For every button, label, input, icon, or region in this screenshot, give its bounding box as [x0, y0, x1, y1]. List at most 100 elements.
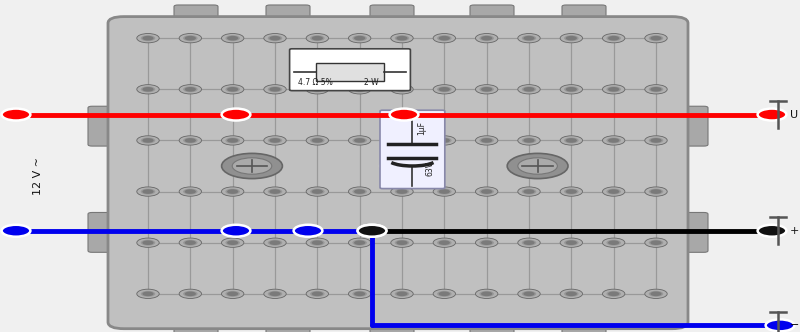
- Circle shape: [179, 238, 202, 247]
- Circle shape: [479, 35, 494, 41]
- Circle shape: [433, 238, 455, 247]
- Circle shape: [142, 87, 154, 92]
- Circle shape: [606, 240, 621, 246]
- Circle shape: [185, 189, 196, 194]
- Circle shape: [141, 240, 155, 246]
- Circle shape: [649, 240, 663, 246]
- Circle shape: [475, 85, 498, 94]
- Circle shape: [141, 35, 155, 41]
- Circle shape: [766, 319, 794, 331]
- Circle shape: [564, 35, 578, 41]
- Circle shape: [433, 34, 455, 43]
- Circle shape: [226, 35, 240, 41]
- Circle shape: [396, 36, 407, 41]
- Circle shape: [310, 291, 325, 297]
- Circle shape: [222, 238, 244, 247]
- Circle shape: [650, 138, 662, 143]
- Circle shape: [270, 138, 281, 143]
- Circle shape: [349, 85, 371, 94]
- Circle shape: [270, 36, 281, 41]
- Circle shape: [602, 34, 625, 43]
- FancyBboxPatch shape: [380, 110, 445, 189]
- Circle shape: [268, 291, 282, 297]
- Circle shape: [179, 289, 202, 298]
- Circle shape: [268, 137, 282, 143]
- Circle shape: [264, 187, 286, 196]
- Circle shape: [268, 35, 282, 41]
- Circle shape: [396, 138, 407, 143]
- Circle shape: [141, 189, 155, 195]
- FancyBboxPatch shape: [370, 319, 414, 332]
- Circle shape: [352, 86, 367, 92]
- Circle shape: [645, 85, 667, 94]
- Circle shape: [394, 189, 410, 195]
- Circle shape: [649, 291, 663, 297]
- Circle shape: [438, 291, 450, 296]
- Circle shape: [354, 291, 366, 296]
- Circle shape: [354, 138, 366, 143]
- Circle shape: [433, 187, 455, 196]
- Circle shape: [608, 189, 619, 194]
- Circle shape: [566, 291, 577, 296]
- Circle shape: [394, 240, 410, 246]
- Circle shape: [312, 291, 323, 296]
- Circle shape: [264, 289, 286, 298]
- Circle shape: [518, 136, 540, 145]
- Circle shape: [479, 240, 494, 246]
- Circle shape: [396, 189, 407, 194]
- Circle shape: [137, 187, 159, 196]
- Circle shape: [142, 240, 154, 245]
- Circle shape: [183, 137, 198, 143]
- FancyBboxPatch shape: [266, 319, 310, 332]
- Circle shape: [481, 138, 492, 143]
- Circle shape: [437, 86, 452, 92]
- Circle shape: [390, 238, 413, 247]
- Circle shape: [306, 238, 329, 247]
- Text: +: +: [790, 226, 799, 236]
- Circle shape: [650, 240, 662, 245]
- Circle shape: [264, 34, 286, 43]
- Circle shape: [523, 87, 534, 92]
- Circle shape: [2, 225, 30, 237]
- Circle shape: [650, 189, 662, 194]
- Circle shape: [481, 189, 492, 194]
- Circle shape: [142, 36, 154, 41]
- Circle shape: [352, 240, 367, 246]
- Circle shape: [518, 34, 540, 43]
- Circle shape: [312, 138, 323, 143]
- Circle shape: [137, 238, 159, 247]
- Circle shape: [183, 35, 198, 41]
- Circle shape: [564, 240, 578, 246]
- Circle shape: [645, 34, 667, 43]
- Circle shape: [352, 189, 367, 195]
- Circle shape: [560, 187, 582, 196]
- FancyBboxPatch shape: [664, 106, 708, 146]
- FancyBboxPatch shape: [88, 106, 132, 146]
- Circle shape: [507, 153, 568, 179]
- Circle shape: [602, 187, 625, 196]
- Circle shape: [475, 187, 498, 196]
- Circle shape: [475, 136, 498, 145]
- Bar: [316, 63, 384, 81]
- Circle shape: [306, 34, 329, 43]
- FancyBboxPatch shape: [108, 17, 688, 329]
- Circle shape: [560, 34, 582, 43]
- Circle shape: [518, 289, 540, 298]
- Circle shape: [566, 36, 577, 41]
- Circle shape: [518, 238, 540, 247]
- Circle shape: [433, 85, 455, 94]
- Circle shape: [183, 189, 198, 195]
- Text: 4.7 Ω 5%: 4.7 Ω 5%: [298, 78, 333, 87]
- Circle shape: [222, 34, 244, 43]
- Circle shape: [645, 187, 667, 196]
- Circle shape: [222, 187, 244, 196]
- Circle shape: [226, 189, 240, 195]
- Circle shape: [222, 85, 244, 94]
- FancyBboxPatch shape: [562, 319, 606, 332]
- Circle shape: [564, 86, 578, 92]
- Circle shape: [437, 240, 452, 246]
- Circle shape: [396, 87, 407, 92]
- Circle shape: [645, 136, 667, 145]
- Circle shape: [523, 240, 534, 245]
- Circle shape: [564, 189, 578, 195]
